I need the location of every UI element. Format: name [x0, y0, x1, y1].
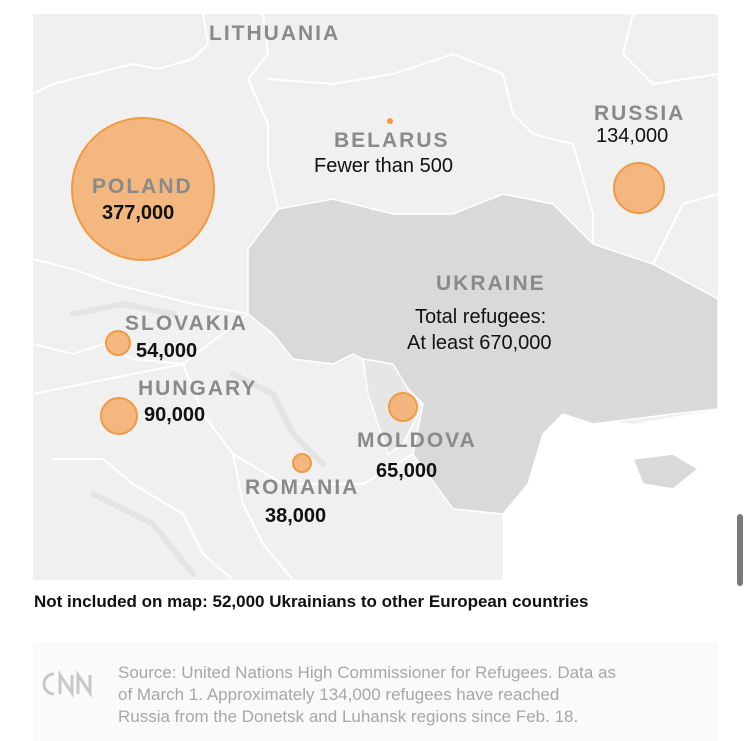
russia-label: RUSSIA	[594, 102, 686, 125]
moldova-bubble	[388, 392, 418, 422]
map-basemap	[33, 14, 718, 580]
belarus-label: BELARUS	[334, 129, 450, 152]
belarus-dot	[387, 118, 393, 124]
romania-bubble	[292, 453, 312, 473]
romania-label: ROMANIA	[245, 476, 360, 499]
map-note: Not included on map: 52,000 Ukrainians t…	[34, 592, 589, 611]
source-line-2: of March 1. Approximately 134,000 refuge…	[118, 685, 560, 704]
poland-value: 377,000	[102, 202, 175, 224]
cnn-logo-icon	[34, 669, 96, 704]
country-borders	[33, 14, 718, 580]
slovakia-label: SLOVAKIA	[125, 312, 248, 335]
romania-value: 38,000	[265, 505, 327, 527]
scrollbar-thumb[interactable]	[737, 514, 743, 586]
cnn-logo-mark	[42, 670, 92, 698]
hungary-label: HUNGARY	[138, 377, 258, 400]
hungary-value: 90,000	[144, 404, 206, 426]
ukraine-value-line1: Total refugees:	[415, 306, 547, 328]
belarus-value: Fewer than 500	[314, 155, 453, 177]
refugee-map: LITHUANIA BELARUS Fewer than 500 RUSSIA …	[33, 14, 718, 580]
ukraine-value-line2: At least 670,000	[407, 332, 552, 354]
moldova-label: MOLDOVA	[357, 429, 477, 452]
source-line-1: Source: United Nations High Commissioner…	[118, 663, 616, 682]
terrain-shading	[70, 300, 326, 577]
poland-label: POLAND	[92, 175, 193, 198]
hungary-bubble	[100, 397, 138, 435]
slovakia-value: 54,000	[136, 340, 198, 362]
ukraine-label: UKRAINE	[436, 272, 546, 295]
russia-value: 134,000	[596, 125, 669, 147]
black-sea	[503, 409, 718, 580]
russia-bubble	[613, 162, 665, 214]
moldova-value: 65,000	[376, 460, 438, 482]
lithuania-label: LITHUANIA	[209, 22, 341, 45]
ukraine-shape	[247, 193, 718, 515]
footer	[33, 642, 718, 741]
source-text: Source: United Nations High Commissioner…	[118, 662, 708, 728]
poland-bubble	[71, 117, 215, 261]
slovakia-bubble	[105, 330, 131, 356]
crimea-shape	[631, 453, 700, 490]
source-line-3: Russia from the Donetsk and Luhansk regi…	[118, 707, 579, 726]
